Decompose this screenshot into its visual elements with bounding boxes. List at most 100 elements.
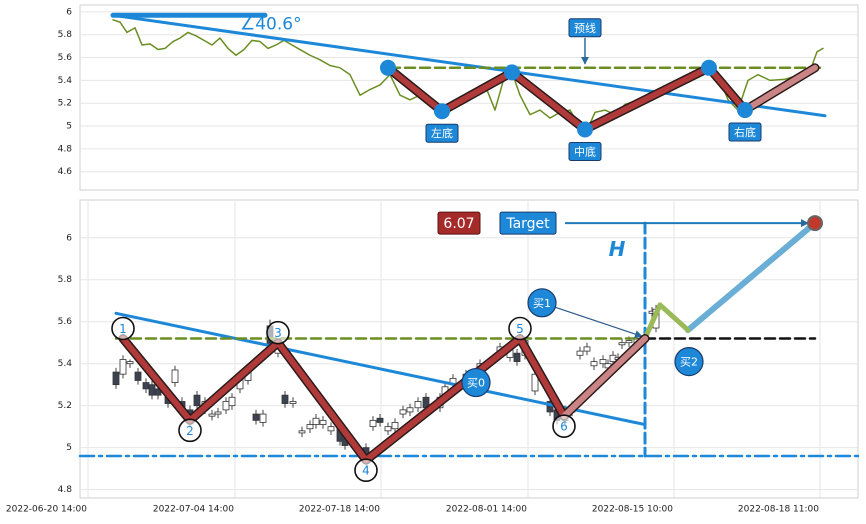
candle-body <box>369 419 377 428</box>
candle-body <box>148 384 156 396</box>
x-tick-label: 2022-06-20 14:00 <box>6 505 87 515</box>
annotation-label: 中底 <box>574 144 596 158</box>
point-label: 6 <box>560 420 568 434</box>
annotation-box <box>425 123 459 143</box>
candle-body <box>399 409 407 415</box>
target-value-box <box>437 211 481 235</box>
candle-body <box>312 417 320 425</box>
annotation-circle <box>461 367 491 398</box>
candle-body <box>384 426 392 432</box>
candle-body <box>112 371 120 386</box>
guide-line <box>111 13 827 118</box>
y-tick-label: 5.2 <box>58 99 72 109</box>
pivot-marker <box>737 102 753 119</box>
point-label: 5 <box>516 322 524 336</box>
point-label: 4 <box>362 464 370 478</box>
annotation-circle <box>527 288 557 318</box>
candle-body <box>599 359 607 365</box>
y-tick-label: 5.4 <box>58 359 73 369</box>
annotation-label: 右底 <box>734 125 756 139</box>
candle-body <box>228 396 236 407</box>
y-tick-label: 5.6 <box>58 53 73 63</box>
guide-line <box>541 302 643 338</box>
zigzag-last-segment <box>742 64 818 114</box>
y-tick-label: 6 <box>66 7 72 17</box>
y-tick-label: 5.4 <box>58 76 73 86</box>
candle-body <box>252 413 260 421</box>
candle-body <box>618 342 626 346</box>
y-tick-label: 6 <box>66 233 72 243</box>
guide-line <box>685 220 818 334</box>
annotation-label: Target <box>505 216 550 232</box>
y-tick-label: 5.6 <box>58 317 73 327</box>
candle-body <box>193 394 201 407</box>
pivot-marker <box>380 59 396 76</box>
candle-body <box>406 407 414 413</box>
x-tick-label: 2022-08-18 11:00 <box>738 505 819 515</box>
candle-body <box>208 413 216 417</box>
angle-label: ∠40.6° <box>240 14 302 34</box>
pivot-marker <box>577 121 593 138</box>
candle-body <box>327 426 335 432</box>
x-tick-label: 2022-07-18 14:00 <box>299 505 380 515</box>
y-tick-label: 5.2 <box>58 401 72 411</box>
annotation-box <box>568 18 602 38</box>
candle-body <box>142 382 150 390</box>
candle-body <box>259 413 267 423</box>
candle-body <box>289 401 297 404</box>
x-tick-label: 2022-08-15 10:00 <box>592 505 673 515</box>
candle-body <box>531 373 539 392</box>
candle-body <box>625 340 633 344</box>
y-tick-label: 4.6 <box>58 167 73 177</box>
zigzag-last-segment <box>561 335 648 420</box>
annotation-label: H <box>609 237 626 261</box>
candle-body <box>513 352 521 362</box>
annotation-box <box>499 211 557 235</box>
x-tick-label: 2022-08-01 14:00 <box>446 505 527 515</box>
candle-body <box>126 361 134 365</box>
candle-body <box>414 401 422 409</box>
y-tick-label: 4.8 <box>58 144 73 154</box>
point-label-circle <box>508 316 532 341</box>
candle-body <box>214 411 222 415</box>
pivot-marker <box>434 103 450 120</box>
candle-body <box>134 371 142 381</box>
candle-body <box>119 359 127 375</box>
point-label: 1 <box>119 322 127 336</box>
candle-body <box>376 417 384 423</box>
annotation-label: 预线 <box>574 21 596 35</box>
annotation-label: 买0 <box>467 377 485 390</box>
candle-body <box>590 361 598 367</box>
annotation-label: 买1 <box>533 297 551 310</box>
point-label-circle <box>552 414 576 438</box>
y-tick-label: 5.8 <box>58 30 73 40</box>
point-label-circle <box>354 458 378 483</box>
candle-body <box>319 419 327 425</box>
candle-body <box>583 346 591 352</box>
target-point <box>807 215 823 232</box>
annotation-label: 买2 <box>680 356 698 369</box>
y-tick-label: 5 <box>66 122 72 132</box>
x-tick-label: 2022-07-04 14:00 <box>153 505 234 515</box>
point-label: 2 <box>186 424 194 438</box>
point-label: 3 <box>274 326 282 340</box>
point-label-circle <box>266 320 290 345</box>
point-label-circle <box>111 316 135 341</box>
candle-body <box>222 401 230 411</box>
annotation-label: 左底 <box>431 126 453 140</box>
target-value: 6.07 <box>443 216 474 232</box>
annotation-circle <box>674 346 704 377</box>
plot-area <box>79 199 859 499</box>
annotation-box <box>728 122 762 142</box>
candle-body <box>298 430 306 434</box>
pivot-marker <box>504 64 520 81</box>
point-label-circle <box>178 418 202 443</box>
guide-line <box>642 302 691 342</box>
candle-body <box>171 369 179 383</box>
candle-body <box>306 424 314 430</box>
y-tick-label: 5 <box>66 443 72 453</box>
candle-body <box>281 394 289 404</box>
candle-body <box>391 422 399 430</box>
